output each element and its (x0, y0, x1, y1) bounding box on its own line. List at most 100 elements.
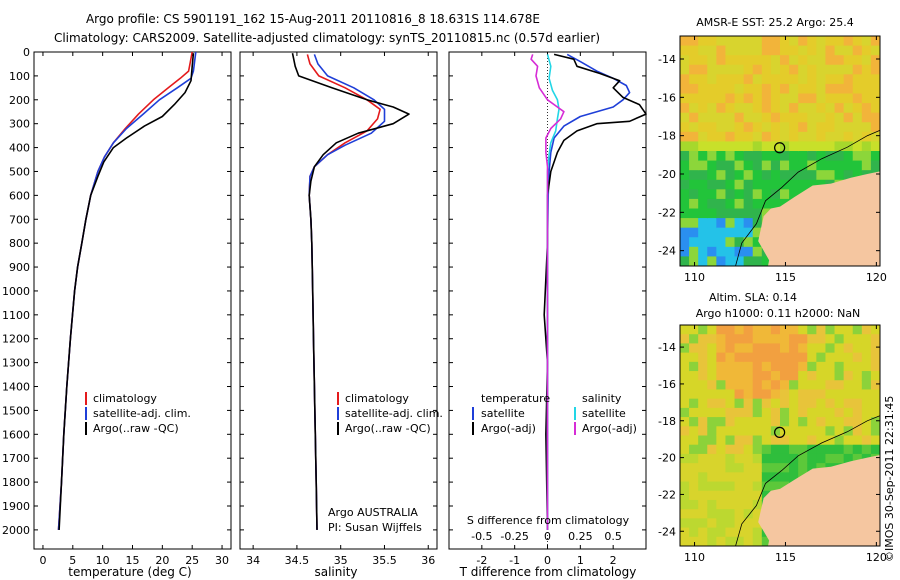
field-cell (852, 361, 863, 372)
field-cell (716, 361, 727, 372)
field-cell (680, 237, 690, 248)
title-line-1: Argo profile: CS 5901191_162 15-Aug-2011… (86, 12, 540, 26)
field-cell (707, 83, 717, 95)
field-cell (707, 325, 717, 335)
field-cell (770, 189, 781, 200)
field-cell (770, 160, 781, 171)
field-cell (852, 55, 863, 66)
field-cell (698, 334, 708, 345)
field-cell (789, 179, 799, 190)
field-cell (743, 151, 754, 162)
field-cell (698, 218, 708, 229)
field-cell (752, 218, 763, 229)
field-cell (780, 131, 790, 143)
field-cell (716, 151, 727, 162)
field-cell (843, 151, 854, 162)
y-tick-label: 400 (9, 142, 30, 155)
field-cell (834, 64, 845, 75)
field-cell (834, 131, 845, 143)
field-cell (743, 435, 754, 446)
field-cell (761, 122, 772, 133)
field-cell (707, 141, 717, 152)
field-cell (780, 389, 790, 400)
field-cell (852, 141, 863, 152)
field-cell (743, 112, 754, 123)
field-cell (725, 198, 736, 210)
field-cell (789, 371, 799, 381)
field-cell (761, 256, 772, 266)
field-cell (698, 103, 708, 114)
field-cell (743, 141, 754, 152)
field-cell (780, 444, 790, 455)
field-cell (789, 189, 799, 200)
field-cell (698, 435, 708, 446)
field-cell (843, 170, 854, 181)
field-cell (852, 407, 863, 418)
field-cell (707, 189, 717, 200)
field-cell (680, 208, 690, 219)
legend-label-argo: Argo(..raw -QC) (345, 422, 431, 435)
field-cell (789, 444, 799, 455)
field-cell (689, 499, 699, 510)
field-cell (825, 45, 836, 56)
field-cell (789, 131, 799, 143)
field-cell (816, 371, 827, 381)
field-cell (725, 122, 736, 133)
field-cell (843, 36, 854, 47)
field-cell (789, 170, 799, 181)
field-cell (734, 463, 745, 473)
field-cell (852, 122, 863, 133)
field-cell (716, 103, 727, 114)
field-cell (680, 74, 690, 85)
field-cell (716, 334, 727, 345)
field-cell (816, 453, 827, 464)
field-cell (734, 352, 745, 363)
field-cell (816, 389, 827, 400)
field-cell (689, 325, 699, 335)
field-cell (798, 141, 808, 152)
field-cell (834, 334, 845, 345)
field-cell (834, 325, 845, 335)
field-cell (743, 246, 754, 258)
float-owner: Argo AUSTRALIA (328, 506, 418, 519)
field-cell (698, 343, 708, 354)
field-cell (825, 141, 836, 152)
field-cell (761, 361, 772, 372)
field-cell (689, 64, 699, 75)
field-cell (761, 74, 772, 85)
field-cell (789, 160, 799, 171)
field-cell (807, 463, 817, 473)
field-cell (716, 527, 727, 538)
field-cell (798, 131, 808, 143)
field-cell (780, 151, 790, 162)
field-cell (725, 256, 736, 266)
field-cell (861, 334, 872, 345)
field-cell (689, 527, 699, 538)
field-cell (816, 426, 827, 437)
field-cell (680, 481, 690, 492)
field-cell (752, 352, 763, 363)
field-cell (789, 74, 799, 85)
field-cell (734, 93, 745, 104)
field-cell (752, 499, 763, 510)
x-tick-label: 10 (96, 554, 110, 567)
field-cell (780, 407, 790, 418)
field-cell (716, 122, 727, 133)
field-cell (807, 170, 817, 181)
field-cell (843, 407, 854, 418)
field-cell (752, 334, 763, 345)
field-cell (789, 389, 799, 400)
title-line-2: Climatology: CARS2009. Satellite-adjuste… (54, 31, 600, 45)
field-cell (843, 103, 854, 114)
field-cell (852, 398, 863, 409)
field-cell (716, 453, 727, 464)
field-cell (770, 103, 781, 114)
field-cell (798, 426, 808, 437)
field-cell (825, 417, 836, 427)
field-cell (725, 407, 736, 418)
field-cell (843, 45, 854, 56)
field-cell (734, 131, 745, 143)
field-cell (707, 131, 717, 143)
field-cell (698, 499, 708, 510)
field-cell (834, 83, 845, 95)
